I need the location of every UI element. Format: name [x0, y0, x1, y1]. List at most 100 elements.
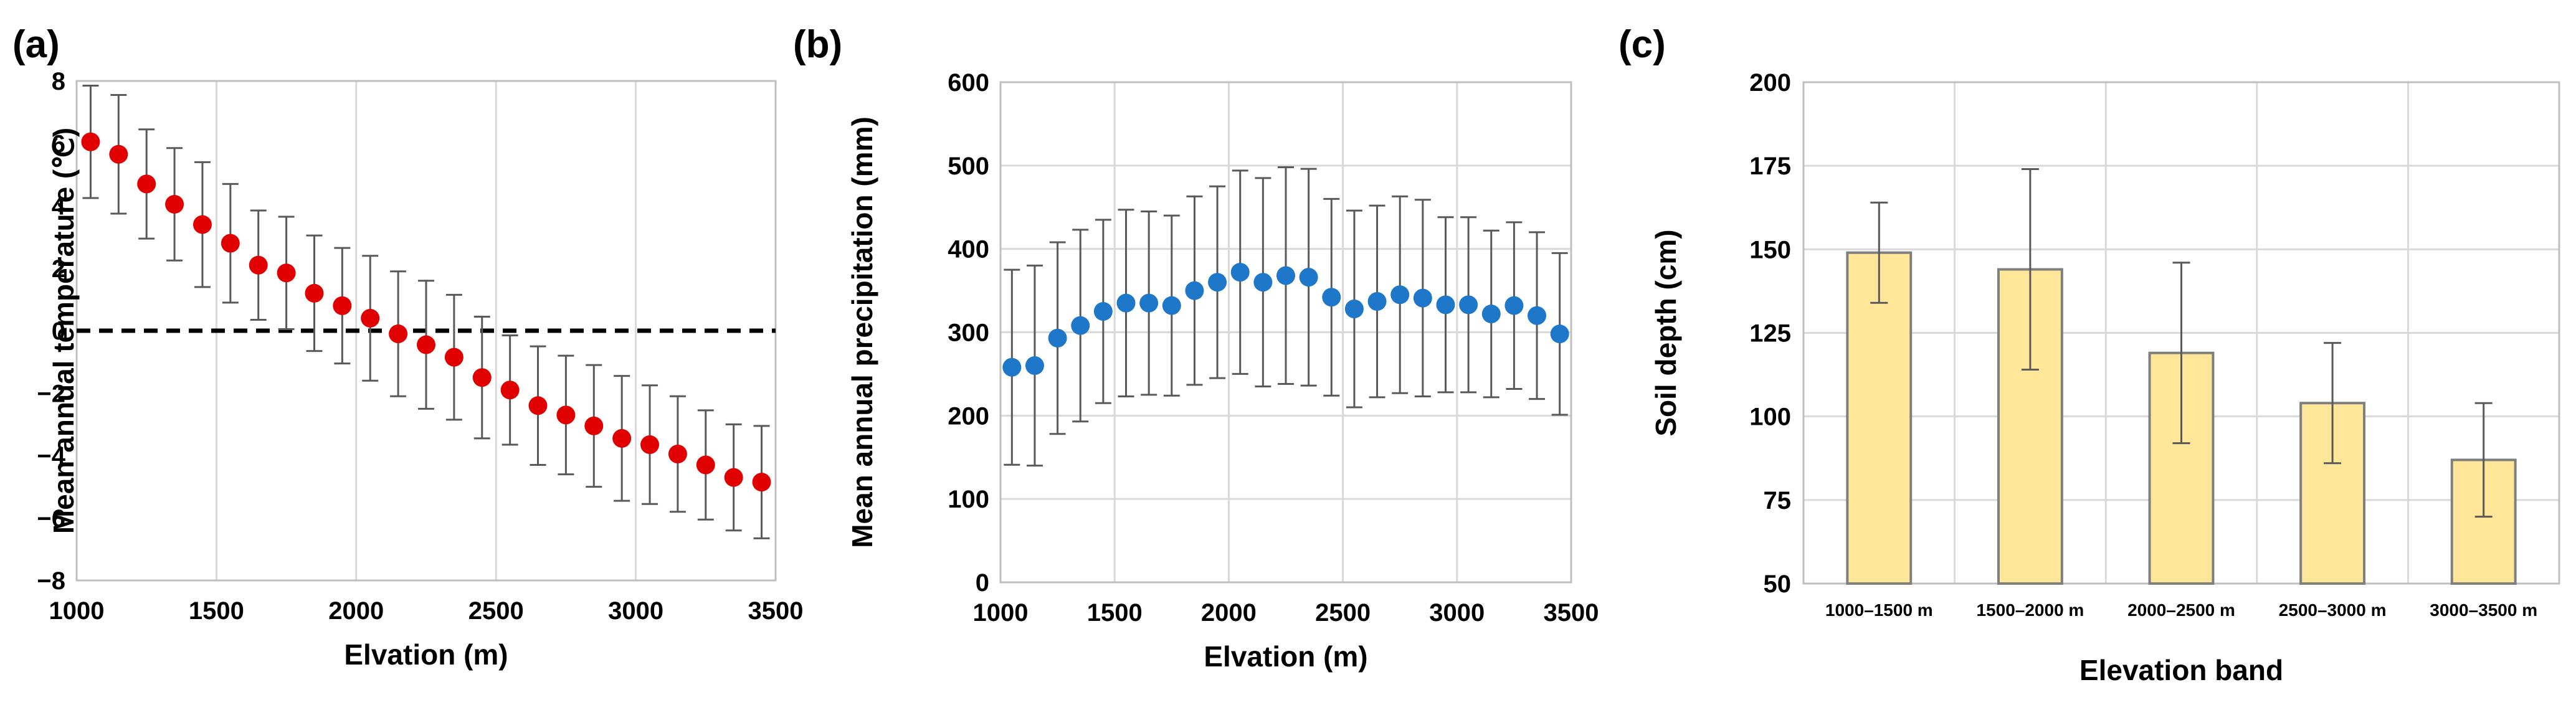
y-tick-label: −2 — [37, 380, 65, 407]
category-label: 1000–1500 m — [1825, 600, 1933, 620]
data-point — [1253, 273, 1273, 292]
y-tick-label: 175 — [1749, 153, 1791, 180]
error-bar — [2021, 168, 2039, 371]
data-point — [249, 255, 268, 275]
category-label: 2500–3000 m — [2279, 600, 2387, 620]
x-axis-title: Elevation band — [2079, 654, 2283, 686]
data-point — [192, 215, 212, 234]
y-tick-label: 6 — [52, 130, 65, 158]
y-tick-label: 600 — [948, 69, 989, 97]
data-point — [1162, 296, 1181, 315]
x-axis-title: Elvation (m) — [344, 638, 508, 671]
y-tick-label: 100 — [948, 486, 989, 513]
y-tick-label: 200 — [948, 402, 989, 430]
data-point — [165, 194, 184, 214]
data-point — [1299, 268, 1318, 287]
y-axis-title: Soil depth (cm) — [1650, 229, 1682, 436]
data-point — [1025, 356, 1044, 376]
x-tick-label: 1000 — [973, 599, 1029, 627]
data-point — [333, 296, 352, 315]
data-point — [1344, 300, 1364, 319]
y-tick-label: 75 — [1764, 487, 1792, 514]
error-bar — [1870, 201, 1888, 304]
chart-panel-c: (c) 50 75 100 125 150 175 200 1000–1500 m 1500–20… — [1618, 23, 2560, 686]
data-point — [1093, 302, 1113, 321]
panel-label: (b) — [793, 23, 842, 66]
data-point — [724, 468, 743, 487]
data-point — [1139, 293, 1159, 313]
data-point — [109, 144, 128, 164]
category-label: 3000–3500 m — [2430, 600, 2537, 620]
bar — [1846, 251, 1913, 585]
y-tick-label: 500 — [948, 153, 989, 180]
panel-label: (c) — [1618, 23, 1666, 66]
x-tick-label: 1000 — [49, 597, 105, 625]
y-tick-label: 8 — [52, 68, 65, 95]
data-point — [1322, 288, 1341, 307]
data-point — [361, 308, 380, 328]
y-axis-title: Mean annual precipitation (mm) — [846, 116, 878, 548]
x-tick-label: 1500 — [1087, 599, 1143, 627]
data-point — [1276, 266, 1295, 285]
error-bar — [2474, 402, 2493, 518]
x-tick-label: 3000 — [608, 597, 663, 625]
y-tick-label: 125 — [1749, 320, 1791, 348]
data-point — [1550, 324, 1569, 344]
category-label: 1500–2000 m — [1976, 600, 2084, 620]
data-point — [556, 405, 576, 425]
plot-area-frame — [999, 81, 1572, 584]
data-point — [1481, 305, 1501, 324]
x-tick-label: 2500 — [1315, 599, 1371, 627]
data-point — [752, 473, 771, 492]
y-tick-label: 300 — [948, 319, 989, 347]
y-tick-label: 2 — [52, 255, 65, 283]
data-point — [1367, 291, 1387, 311]
y-tick-label: 100 — [1749, 404, 1791, 431]
data-point — [389, 324, 408, 344]
data-point — [277, 263, 296, 283]
y-tick-label: 0 — [976, 569, 989, 597]
category-label: 2000–2500 m — [2127, 600, 2235, 620]
data-point — [500, 381, 520, 400]
data-point — [1230, 263, 1250, 282]
data-point — [584, 416, 604, 435]
y-tick-label: 200 — [1749, 69, 1791, 97]
x-tick-label: 3000 — [1429, 599, 1485, 627]
data-point — [1048, 328, 1067, 348]
data-point — [696, 455, 715, 475]
chart-panel-a: (a) −8 −6 −4 −2 0 2 4 6 8 1000 1500 2000 2500 3000 3500… — [12, 23, 803, 671]
data-point — [1071, 316, 1090, 335]
data-point — [640, 435, 660, 454]
data-point — [1436, 295, 1455, 315]
data-point — [472, 368, 492, 387]
data-point — [528, 396, 548, 415]
data-point — [1528, 306, 1547, 325]
data-point — [444, 348, 463, 367]
data-point — [1208, 273, 1227, 292]
x-tick-label: 3500 — [1544, 599, 1599, 627]
error-bar — [2172, 262, 2190, 445]
data-point — [305, 283, 324, 303]
data-point — [1185, 281, 1204, 300]
x-tick-label: 2000 — [328, 597, 384, 625]
x-tick-label: 2500 — [468, 597, 524, 625]
y-tick-label: 150 — [1749, 236, 1791, 263]
x-axis-title: Elvation (m) — [1204, 640, 1367, 673]
data-point — [1459, 295, 1478, 315]
data-point — [221, 234, 240, 253]
y-tick-label: −8 — [37, 567, 65, 595]
y-tick-label: 4 — [52, 193, 66, 220]
y-tick-label: −6 — [37, 505, 65, 532]
y-tick-label: 0 — [52, 318, 65, 345]
data-point — [137, 174, 156, 194]
x-tick-label: 2000 — [1201, 599, 1257, 627]
data-point — [612, 428, 632, 448]
data-point — [81, 132, 100, 151]
x-tick-label: 1500 — [189, 597, 244, 625]
x-tick-label: 3500 — [748, 597, 804, 625]
chart-panel-b: (b) 0 100 200 300 400 500 600 1000 1500 2000 2500 30… — [793, 23, 1599, 673]
y-tick-label: −4 — [37, 443, 65, 470]
y-tick-label: 50 — [1764, 570, 1792, 598]
data-point — [1390, 285, 1410, 305]
